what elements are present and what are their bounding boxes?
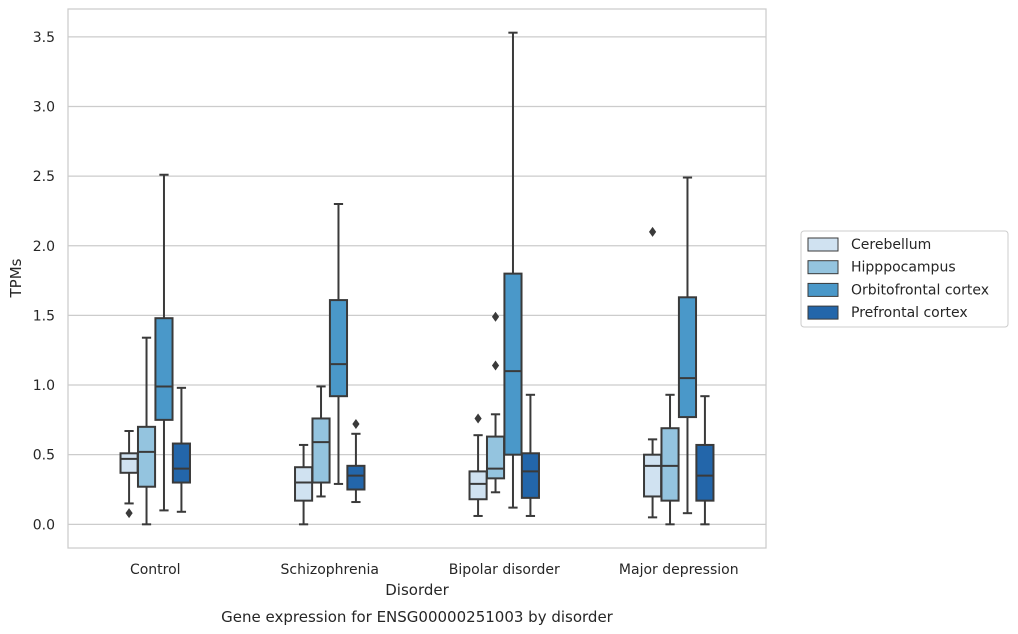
iqr-box <box>643 453 663 498</box>
legend-swatch <box>807 282 839 297</box>
legend: Cerebellum Hipppocampus Orbitofrontal cort… <box>800 230 1009 328</box>
box-hipppocampus <box>311 385 331 498</box>
iqr-box <box>660 427 680 502</box>
legend-label: Cerebellum <box>851 237 931 253</box>
box-cerebellum <box>643 226 663 519</box>
box-prefrontal-cortex <box>171 386 191 513</box>
iqr-box <box>346 464 366 491</box>
y-tick-label: 1.0 <box>33 378 55 394</box>
y-tick-label: 3.5 <box>33 30 55 46</box>
box-prefrontal-cortex <box>520 393 540 517</box>
box-hipppocampus <box>485 311 506 494</box>
legend-items: Cerebellum Hipppocampus Orbitofrontal cort… <box>807 237 989 321</box>
iqr-box <box>503 272 523 456</box>
box-orbitofrontal-cortex <box>677 176 698 515</box>
x-tick-labels: Control Schizophrenia Bipolar disorder Majo… <box>130 562 739 578</box>
box-plots <box>119 31 715 526</box>
iqr-box <box>677 296 698 419</box>
iqr-box <box>311 417 331 484</box>
iqr-box <box>171 442 191 484</box>
iqr-box <box>520 452 540 499</box>
iqr-box <box>136 425 157 488</box>
x-tick-label: Major depression <box>619 562 739 578</box>
iqr-box <box>468 470 488 501</box>
legend-frame <box>800 230 1009 328</box>
iqr-box <box>695 443 715 502</box>
legend-label: Orbitofrontal cortex <box>851 282 989 298</box>
box-hipppocampus <box>660 393 680 526</box>
legend-label: Hipppocampus <box>851 260 956 276</box>
iqr-box <box>485 435 506 480</box>
iqr-box <box>154 317 174 421</box>
outlier-point <box>125 508 133 519</box>
iqr-box <box>119 452 139 474</box>
iqr-box <box>294 466 314 502</box>
outlier-point <box>491 311 500 322</box>
outlier-point <box>491 360 500 371</box>
chart-caption: Gene expression for ENSG00000251003 by d… <box>221 608 614 626</box>
box-cerebellum <box>468 413 488 517</box>
legend-swatch <box>807 305 839 320</box>
x-axis-title: Disorder <box>385 581 449 599</box>
plot-frame <box>67 8 767 549</box>
box-orbitofrontal-cortex <box>503 31 523 509</box>
iqr-box <box>328 299 349 398</box>
box-prefrontal-cortex <box>346 419 366 504</box>
box-cerebellum <box>119 430 139 519</box>
legend-swatch <box>807 237 839 252</box>
box-orbitofrontal-cortex <box>154 173 174 512</box>
legend-label: Prefrontal cortex <box>851 305 968 321</box>
box-hipppocampus <box>136 336 157 526</box>
y-tick-labels: 0.0 0.5 1.0 1.5 2.0 2.5 3.0 3.5 <box>33 30 55 533</box>
y-tick-label: 0.0 <box>33 517 55 533</box>
box-orbitofrontal-cortex <box>328 202 349 485</box>
y-tick-label: 3.0 <box>33 99 55 115</box>
y-tick-label: 0.5 <box>33 448 55 464</box>
x-tick-label: Bipolar disorder <box>449 562 560 578</box>
outlier-point <box>648 226 657 237</box>
y-axis-title: TPMs <box>7 258 25 298</box>
x-tick-label: Control <box>130 562 181 578</box>
box-prefrontal-cortex <box>695 395 715 526</box>
legend-swatch <box>807 260 839 275</box>
x-tick-label: Schizophrenia <box>281 562 379 578</box>
outlier-point <box>474 413 482 424</box>
y-tick-label: 1.5 <box>33 308 55 324</box>
y-tick-label: 2.0 <box>33 239 55 255</box>
outlier-point <box>352 419 360 430</box>
box-cerebellum <box>294 443 314 526</box>
y-tick-label: 2.5 <box>33 169 55 185</box>
